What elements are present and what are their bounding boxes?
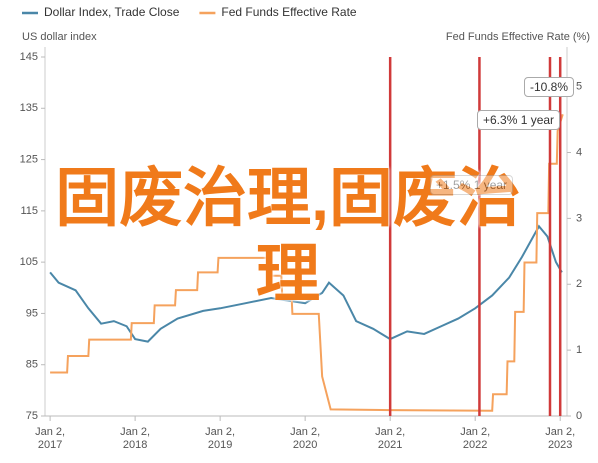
y-tick-label: 85: [26, 359, 38, 371]
watermark: 固废治理,固废治理: [55, 162, 521, 310]
y2-tick-label: 0: [576, 410, 582, 422]
x-tick-label: Jan 2, 2018: [120, 426, 151, 451]
x-tick-label: Jan 2, 2023: [545, 426, 576, 451]
annotation: +1.5% 1 year: [430, 175, 514, 195]
y-tick-label: 105: [20, 256, 38, 268]
legend-label: Fed Funds Effective Rate: [221, 5, 357, 19]
x-tick-label: Jan 2, 2019: [205, 426, 236, 451]
x-tick-label: Jan 2, 2022: [460, 426, 491, 451]
y2-axis-title: Fed Funds Effective Rate (%): [446, 31, 590, 43]
annotation: -10.8%: [524, 77, 575, 97]
y-tick-label: 115: [20, 205, 38, 217]
annotation: +6.3% 1 year: [477, 110, 561, 130]
y2-tick-label: 3: [576, 212, 582, 224]
y-tick-label: 75: [26, 410, 38, 422]
x-tick-label: Jan 2, 2020: [290, 426, 321, 451]
y-tick-label: 125: [20, 153, 38, 165]
legend-label: Dollar Index, Trade Close: [44, 5, 180, 19]
series-line: [50, 114, 564, 412]
y2-tick-label: 1: [576, 344, 582, 356]
x-tick-label: Jan 2, 2017: [35, 426, 66, 451]
y2-tick-label: 2: [576, 278, 582, 290]
x-tick-label: Jan 2, 2021: [375, 426, 406, 451]
y2-tick-label: 4: [576, 146, 582, 158]
y-axis-title: US dollar index: [22, 31, 97, 43]
y-tick-label: 95: [26, 307, 38, 319]
series-line: [49, 224, 563, 343]
y-tick-label: 135: [20, 102, 38, 114]
y2-tick-label: 5: [576, 81, 582, 93]
y-tick-label: 145: [20, 51, 38, 63]
